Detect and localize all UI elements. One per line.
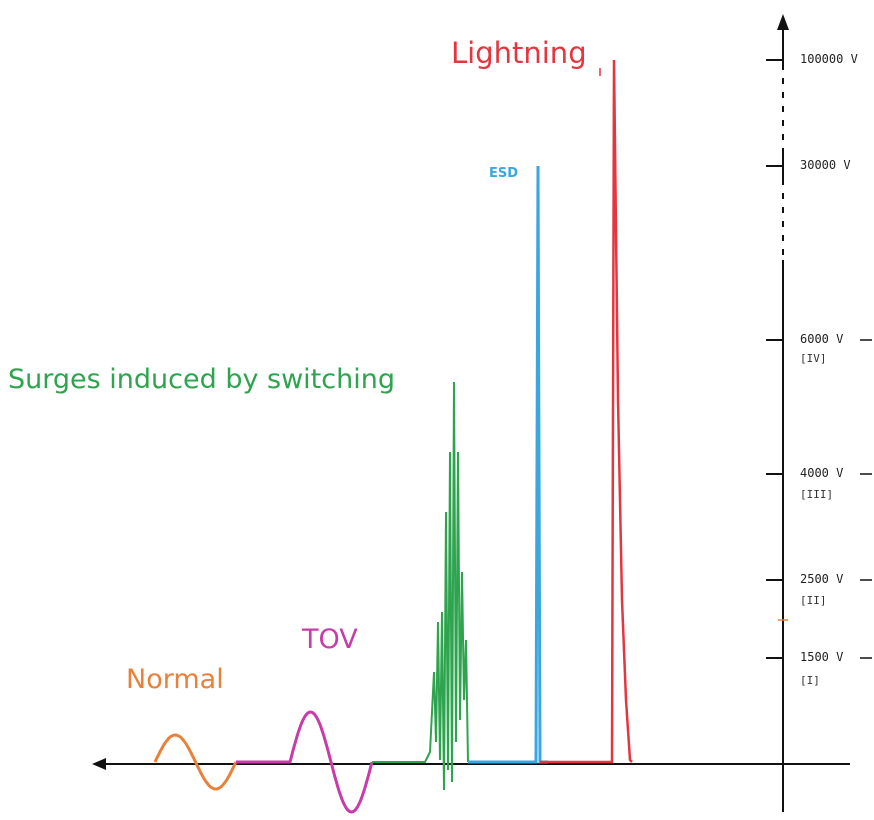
tick-label-1500: 1500 V: [800, 650, 844, 664]
time-axis-arrow: [92, 758, 106, 770]
category-label-iii: [III]: [800, 488, 834, 501]
switching-waveform: [372, 381, 469, 791]
normal-waveform: [153, 733, 238, 791]
label-switching: Surges induced by switching: [8, 364, 395, 395]
voltage-axis-arrow: [777, 14, 789, 30]
category-label-ii: [II]: [800, 594, 827, 607]
category-label-iv: [IV]: [800, 352, 827, 365]
tick-label-30000: 30000 V: [800, 158, 851, 172]
tick-label-6000: 6000 V: [800, 332, 844, 346]
voltage-axis-ticks: [766, 59, 872, 659]
label-lightning: Lightning: [451, 36, 587, 70]
tov-waveform: [236, 710, 374, 814]
tick-label-4000: 4000 V: [800, 466, 844, 480]
esd-waveform: [468, 165, 548, 764]
category-label-i: [I]: [800, 674, 820, 687]
label-normal: Normal: [126, 664, 224, 695]
label-tov: TOV: [302, 624, 358, 655]
label-esd: ESD: [489, 166, 519, 181]
tick-label-100000: 100000 V: [800, 52, 858, 66]
lightning-waveform: [540, 59, 633, 764]
tick-label-2500: 2500 V: [800, 572, 844, 586]
